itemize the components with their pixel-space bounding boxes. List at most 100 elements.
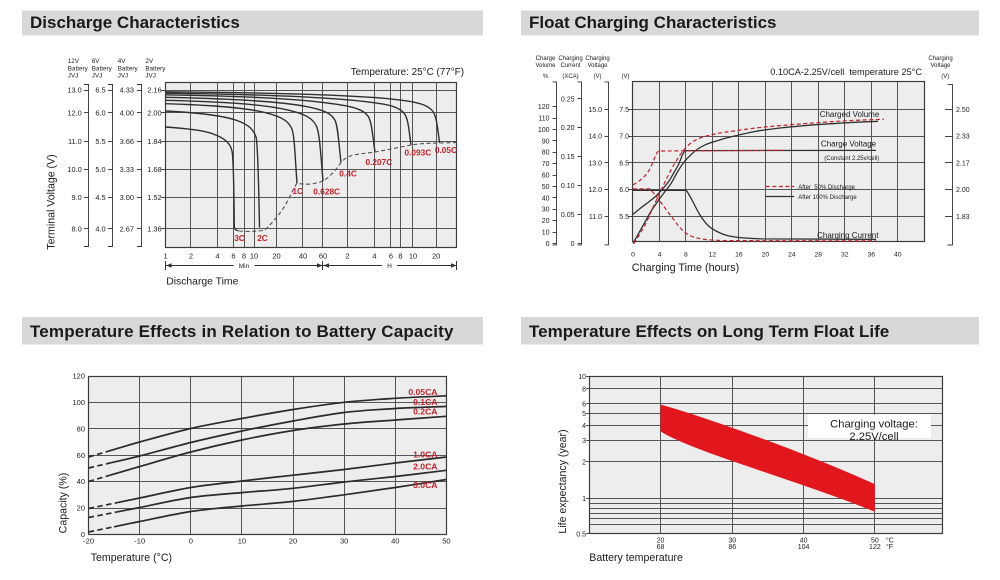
svg-text:8: 8 bbox=[398, 252, 402, 261]
svg-text:8: 8 bbox=[684, 251, 688, 258]
svg-text:°C: °C bbox=[886, 537, 894, 545]
svg-text:9.0: 9.0 bbox=[72, 193, 82, 202]
svg-text:0.1CA: 0.1CA bbox=[413, 397, 437, 407]
svg-text:40: 40 bbox=[894, 251, 902, 258]
svg-text:Charged Volume: Charged Volume bbox=[820, 110, 880, 119]
svg-text:(XCA): (XCA) bbox=[562, 74, 578, 80]
svg-text:10.0: 10.0 bbox=[67, 165, 81, 174]
svg-text:0.10CA-2.25V/cell temperature: 0.10CA-2.25V/cell temperature 25°C bbox=[770, 67, 922, 77]
svg-text:Charging voltage:: Charging voltage: bbox=[830, 418, 918, 430]
svg-text:11.0: 11.0 bbox=[589, 214, 602, 221]
svg-text:8: 8 bbox=[242, 252, 246, 261]
svg-text:6: 6 bbox=[389, 252, 393, 261]
svg-text:Charging: Charging bbox=[585, 56, 609, 62]
svg-text:0.10: 0.10 bbox=[561, 183, 575, 190]
svg-text:0.05: 0.05 bbox=[561, 212, 575, 219]
svg-text:(V): (V) bbox=[941, 74, 949, 80]
svg-text:Voltage: Voltage bbox=[587, 63, 608, 69]
svg-text:11.0: 11.0 bbox=[68, 137, 82, 146]
svg-text:0.15: 0.15 bbox=[561, 154, 575, 161]
svg-text:0.628C: 0.628C bbox=[313, 187, 340, 197]
svg-text:0: 0 bbox=[631, 251, 635, 258]
svg-text:1: 1 bbox=[582, 496, 586, 503]
svg-text:Temperature (°C): Temperature (°C) bbox=[91, 552, 172, 564]
svg-text:10: 10 bbox=[250, 252, 258, 261]
svg-text:110: 110 bbox=[538, 116, 549, 123]
svg-text:Temperature Effects in Relatio: Temperature Effects in Relation to Batte… bbox=[30, 322, 454, 341]
svg-text:30: 30 bbox=[728, 538, 736, 545]
svg-text:0.5: 0.5 bbox=[576, 531, 586, 538]
svg-text:4.33: 4.33 bbox=[120, 86, 134, 95]
svg-text:1.84: 1.84 bbox=[147, 137, 161, 146]
svg-text:2.33: 2.33 bbox=[956, 134, 970, 141]
svg-text:0.20: 0.20 bbox=[561, 125, 575, 132]
svg-text:5.5: 5.5 bbox=[95, 137, 105, 146]
svg-text:36: 36 bbox=[867, 251, 875, 258]
svg-text:14.0: 14.0 bbox=[588, 134, 602, 141]
svg-text:30: 30 bbox=[340, 537, 348, 546]
svg-text:3C: 3C bbox=[234, 233, 245, 243]
svg-text:2: 2 bbox=[582, 459, 586, 466]
svg-text:20: 20 bbox=[657, 538, 665, 545]
svg-text:100: 100 bbox=[538, 127, 550, 134]
svg-text:After 100% Discharge: After 100% Discharge bbox=[798, 195, 857, 201]
svg-text:10: 10 bbox=[542, 230, 550, 237]
svg-text:2C: 2C bbox=[257, 233, 268, 243]
svg-text:Discharge Time: Discharge Time bbox=[166, 277, 238, 288]
svg-text:10: 10 bbox=[238, 537, 246, 546]
svg-text:0.4C: 0.4C bbox=[339, 169, 357, 179]
svg-text:40: 40 bbox=[542, 195, 550, 202]
svg-text:Current: Current bbox=[560, 63, 580, 69]
svg-text:8: 8 bbox=[582, 386, 586, 393]
svg-text:12.0: 12.0 bbox=[588, 187, 602, 194]
svg-text:0: 0 bbox=[571, 241, 575, 248]
svg-text:40: 40 bbox=[800, 538, 808, 545]
svg-text:2.16: 2.16 bbox=[147, 86, 161, 95]
svg-text:1.68: 1.68 bbox=[147, 165, 161, 174]
svg-text:13.0: 13.0 bbox=[588, 160, 602, 167]
svg-text:Min: Min bbox=[239, 263, 250, 270]
svg-text:50: 50 bbox=[442, 537, 450, 546]
svg-text:20: 20 bbox=[762, 251, 770, 258]
svg-text:60: 60 bbox=[542, 173, 550, 180]
svg-text:12.0: 12.0 bbox=[67, 108, 81, 117]
svg-text:104: 104 bbox=[798, 544, 810, 551]
svg-text:(Constant 2.25v/cell): (Constant 2.25v/cell) bbox=[824, 156, 879, 162]
svg-text:2.00: 2.00 bbox=[956, 187, 970, 194]
svg-text:80: 80 bbox=[542, 150, 550, 157]
svg-text:5.5: 5.5 bbox=[619, 214, 629, 221]
svg-text:120: 120 bbox=[72, 372, 85, 381]
svg-text:4.00: 4.00 bbox=[120, 108, 134, 117]
svg-text:5.0: 5.0 bbox=[95, 165, 105, 174]
svg-text:Terminal Voltage (V): Terminal Voltage (V) bbox=[46, 154, 58, 249]
svg-text:10: 10 bbox=[409, 252, 417, 261]
svg-text:1.83: 1.83 bbox=[956, 214, 970, 221]
svg-text:Temperature: 25°C (77°F): Temperature: 25°C (77°F) bbox=[351, 67, 464, 78]
svg-text:1C: 1C bbox=[292, 186, 303, 196]
svg-text:6.5: 6.5 bbox=[95, 86, 105, 95]
svg-text:16: 16 bbox=[735, 251, 743, 258]
svg-text:12V: 12V bbox=[68, 58, 80, 65]
svg-text:0.207C: 0.207C bbox=[366, 157, 393, 167]
svg-text:JVJ: JVJ bbox=[118, 73, 129, 80]
svg-text:60: 60 bbox=[319, 252, 327, 261]
svg-text:30: 30 bbox=[542, 207, 550, 214]
svg-text:Voltage: Voltage bbox=[930, 63, 951, 69]
svg-text:7.5: 7.5 bbox=[619, 107, 629, 114]
svg-text:Battery: Battery bbox=[68, 65, 89, 72]
svg-text:4: 4 bbox=[215, 252, 219, 261]
svg-text:3.66: 3.66 bbox=[120, 137, 134, 146]
svg-text:0: 0 bbox=[81, 530, 85, 539]
svg-text:2.17: 2.17 bbox=[956, 160, 970, 167]
svg-text:12: 12 bbox=[709, 251, 717, 258]
svg-text:4: 4 bbox=[658, 251, 662, 258]
svg-text:2: 2 bbox=[345, 252, 349, 261]
svg-text:Charging Time (hours): Charging Time (hours) bbox=[632, 262, 739, 274]
svg-text:(V): (V) bbox=[622, 74, 630, 80]
svg-text:6V: 6V bbox=[92, 58, 101, 65]
svg-text:0: 0 bbox=[189, 537, 193, 546]
svg-text:6.0: 6.0 bbox=[95, 108, 105, 117]
svg-text:122: 122 bbox=[869, 544, 881, 551]
svg-text:7.0: 7.0 bbox=[619, 134, 629, 141]
svg-text:4.0: 4.0 bbox=[95, 224, 105, 233]
